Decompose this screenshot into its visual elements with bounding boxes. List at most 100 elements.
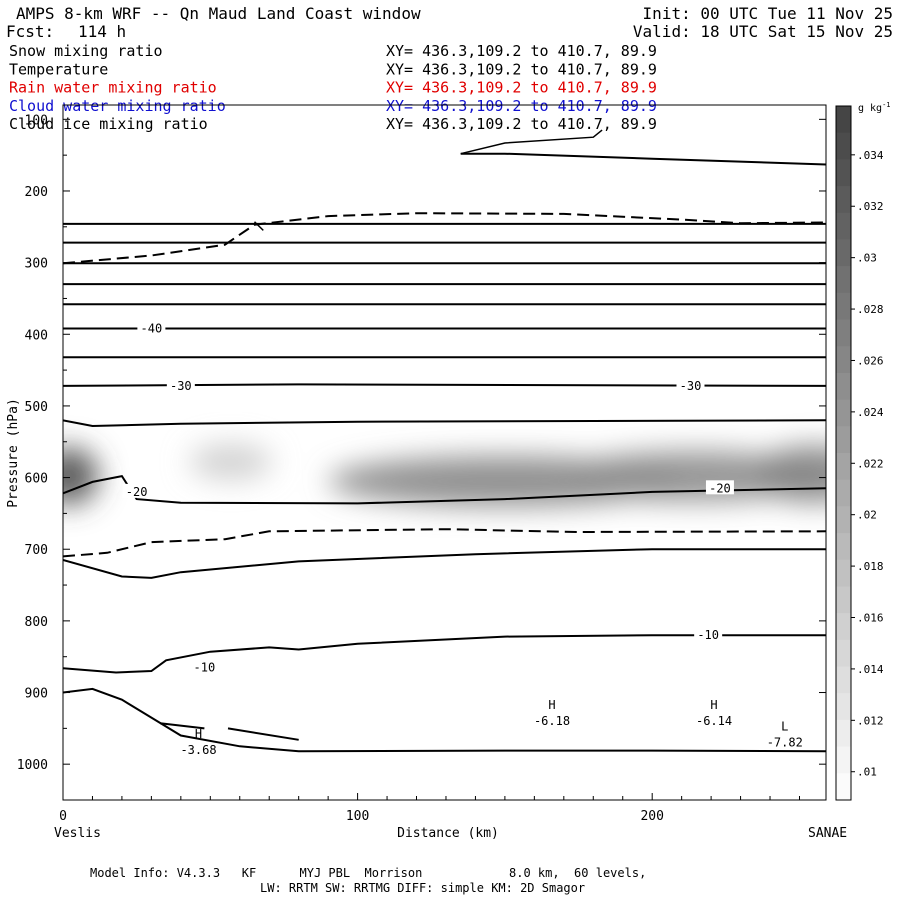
colorbar-swatch [836, 506, 851, 534]
physics-info: LW: RRTM SW: RRTMG DIFF: simple KM: 2D S… [260, 881, 585, 895]
contour-label: -20 [709, 481, 731, 495]
colorbar-tick-label: .024 [857, 406, 884, 419]
y-tick-label: 500 [25, 400, 48, 415]
colorbar-tick-label: .016 [857, 612, 884, 625]
colorbar-swatch [836, 559, 851, 588]
field-name: Snow mixing ratio [9, 42, 163, 60]
x-tick-label: 0 [59, 809, 67, 824]
y-tick-label: 300 [25, 257, 48, 272]
colorbar-tick-label: .028 [857, 303, 884, 316]
colorbar-swatch [836, 239, 851, 267]
field-coordinates: XY= 436.3,109.2 to 410.7, 89.9 [386, 115, 657, 133]
isotherm-line [227, 727, 299, 741]
field-list: Snow mixing ratio XY= 436.3,109.2 to 410.… [9, 42, 657, 133]
snow-region [189, 443, 273, 480]
colorbar-swatch [836, 106, 851, 134]
field-coordinates: XY= 436.3,109.2 to 410.7, 89.9 [386, 42, 657, 60]
zero-degree-dashed-line [63, 528, 826, 558]
contour-label-bg [705, 480, 734, 495]
colorbar-frame [835, 105, 852, 801]
field-name: Cloud water mixing ratio [9, 97, 226, 115]
zero-degree-dashed-line [63, 212, 826, 265]
extremum-value: -6.18 [534, 714, 570, 728]
model-info: Model Info: V4.3.3 KF MYJ PBL Morrison 8… [90, 866, 646, 880]
axes: 100 200 300 400 500 600 700 800 900 1000 0 100 200 [17, 113, 826, 824]
contour-label-bg [166, 377, 195, 392]
x-axis-label: Distance (km) [397, 826, 499, 841]
contour-labels: -40 -30 -30 -20 -20 -10 -10 [122, 320, 734, 674]
colorbar-swatch [836, 773, 851, 801]
colorbar-swatch [836, 132, 851, 160]
colorbar: .034 .032 .03 .028 .026 .024 .022 .02 .018 .016 .0… [835, 105, 884, 801]
isotherm-line [63, 687, 826, 753]
colorbar-swatch [836, 292, 851, 321]
colorbar-tick-label: .032 [857, 200, 884, 213]
colorbar-swatch [836, 746, 851, 774]
colorbar-tick-label: .012 [857, 714, 884, 727]
colorbar-swatch [836, 399, 851, 427]
contour-label: -30 [680, 379, 702, 393]
extremum-type: L [781, 720, 788, 734]
colorbar-tick-label: .01 [857, 766, 877, 779]
x-tick-label: 100 [346, 809, 369, 824]
field-name: Temperature [9, 60, 108, 78]
isotherm-line [63, 419, 826, 428]
colorbar-tick-label: .014 [857, 663, 884, 676]
colorbar-swatch [836, 666, 851, 694]
contour-label: -20 [126, 485, 148, 499]
snow-region [755, 445, 826, 503]
isotherm-line [63, 634, 826, 674]
snow-region [63, 447, 99, 505]
forecast-hour: 114 h [78, 22, 126, 41]
init-time: Init: 00 UTC Tue 11 Nov 25 [643, 4, 893, 23]
valid-time: Valid: 18 UTC Sat 15 Nov 25 [633, 22, 893, 41]
y-tick-label: 100 [25, 113, 48, 128]
isotherm-line [460, 152, 826, 166]
temperature-contours [63, 129, 826, 753]
colorbar-swatch [836, 693, 851, 721]
colorbar-tick-label: .03 [857, 252, 877, 265]
colorbar-swatch [836, 159, 851, 187]
isotherm-line [63, 383, 826, 387]
y-tick-label: 600 [25, 472, 48, 487]
forecast-label: Fcst: [6, 22, 54, 41]
y-tick-label: 800 [25, 615, 48, 630]
y-tick-label: 200 [25, 185, 48, 200]
contour-label-bg [122, 483, 151, 498]
colorbar-swatch [836, 266, 851, 294]
x-tick-label: 200 [640, 809, 663, 824]
colorbar-swatch [836, 346, 851, 374]
y-tick-label: 1000 [17, 758, 48, 773]
colorbar-tick-label: .026 [857, 354, 884, 367]
extremum-type: H [195, 727, 202, 741]
colorbar-tick-label: .034 [857, 149, 884, 162]
isotherm-line [63, 548, 826, 579]
isotherm-line [63, 474, 826, 505]
y-tick-label: 900 [25, 687, 48, 702]
contour-label: -30 [170, 379, 192, 393]
field-name: Rain water mixing ratio [9, 79, 217, 97]
colorbar-swatch [836, 212, 851, 241]
field-coordinates: XY= 436.3,109.2 to 410.7, 89.9 [386, 97, 657, 115]
colorbar-swatch [836, 426, 851, 454]
colorbar-swatch [836, 719, 851, 748]
extremum-value: -7.82 [767, 736, 803, 750]
colorbar-swatch [836, 613, 851, 641]
contour-label-bg [694, 627, 723, 642]
contour-label: -10 [194, 660, 216, 674]
colorbar-unit-text: g kg [858, 103, 882, 114]
y-axis-label: Pressure (hPa) [6, 398, 21, 508]
extremum-type: H [548, 698, 555, 712]
extremum-value: -6.14 [696, 714, 732, 728]
right-endpoint: SANAE [808, 826, 847, 841]
colorbar-unit: g kg-1 [858, 101, 891, 114]
contour-label: -40 [141, 322, 163, 336]
colorbar-swatch [836, 533, 851, 561]
contour-segment [253, 221, 264, 231]
contour-label-bg [137, 320, 166, 335]
figure-title: AMPS 8-km WRF -- Qn Maud Land Coast wind… [16, 4, 421, 23]
colorbar-tick-label: .022 [857, 457, 884, 470]
contour-segment [460, 129, 603, 155]
contour-label: -10 [697, 628, 719, 642]
